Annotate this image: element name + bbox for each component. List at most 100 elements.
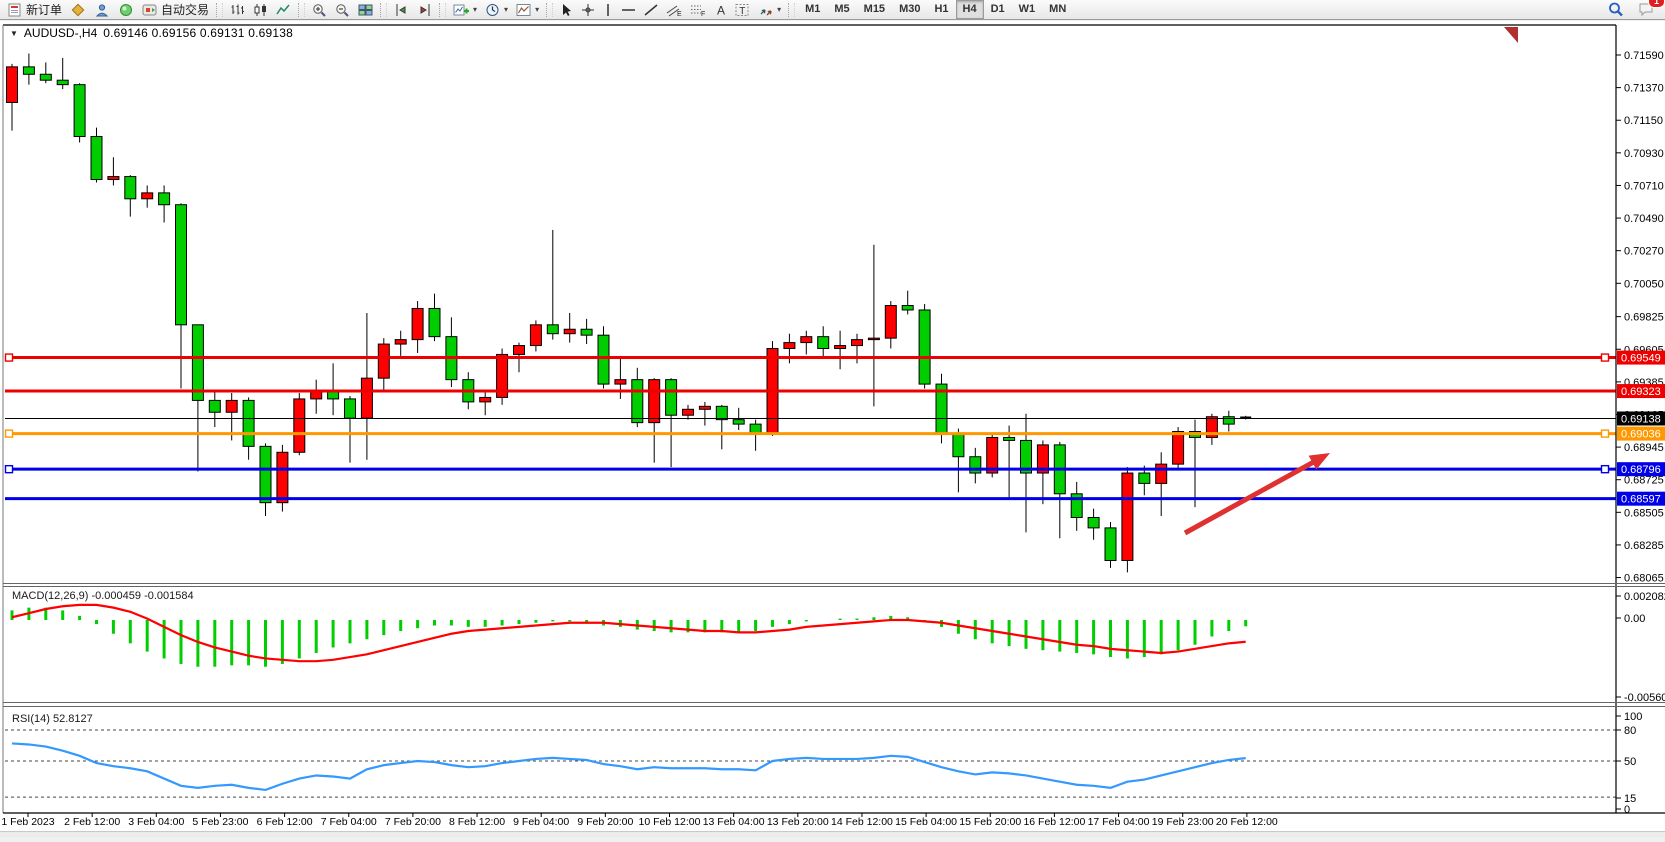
svg-text:0.68597: 0.68597 [1621, 494, 1661, 506]
time-axis[interactable]: 1 Feb 2023 2 Feb 12:00 3 Feb 04:00 5 Feb 23… [1, 813, 1278, 828]
tiles-icon [358, 4, 373, 15]
deposit-icon-button[interactable] [66, 0, 90, 20]
svg-text:0.68945: 0.68945 [1624, 442, 1664, 454]
line-handle[interactable] [1600, 353, 1610, 362]
autotrade-icon [142, 4, 157, 15]
timeframe-button-h4[interactable]: H4 [955, 0, 984, 19]
period-selector-button[interactable]: ▾ [481, 0, 512, 20]
candle-bearish [901, 305, 914, 311]
template-button[interactable]: ▾ [512, 0, 543, 20]
toolbar-buttons: 新订单 自动交易 ▾ ▾ ▾ E F A T ▾ M1 M5 M15 M30 H1 H4 D1 W1 MN [4, 0, 1073, 20]
svg-text:E: E [677, 11, 682, 17]
horizontal-line-button[interactable] [617, 0, 640, 20]
candle-bullish [1172, 431, 1185, 465]
symbol-dropdown-icon[interactable]: ▼ [10, 28, 18, 38]
chart-shift-marker[interactable] [1504, 27, 1518, 43]
community-icon-button[interactable] [90, 0, 114, 20]
fibonacci-button[interactable]: F [686, 0, 710, 20]
vertical-line-button[interactable] [599, 0, 617, 20]
svg-text:2 Feb 12:00: 2 Feb 12:00 [64, 816, 120, 828]
line-handle[interactable] [1600, 429, 1610, 438]
timeframe-button-m1[interactable]: M1 [805, 3, 821, 15]
line-handle[interactable] [4, 353, 14, 362]
line-handle[interactable] [4, 464, 14, 474]
shapes-icon [760, 8, 772, 15]
candle-bearish [242, 399, 255, 447]
svg-text:F: F [701, 11, 705, 17]
timeframe-button-w1[interactable]: W1 [1018, 3, 1036, 15]
timeframe-button-h1[interactable]: H1 [934, 3, 949, 15]
timeframe-button-d1[interactable]: D1 [990, 3, 1005, 15]
toolbar-separator [439, 2, 447, 17]
candle-bullish [800, 336, 813, 344]
svg-text:0.69549: 0.69549 [1621, 353, 1661, 365]
svg-text:A: A [717, 3, 725, 17]
svg-text:0.69323: 0.69323 [1621, 386, 1661, 398]
text-label-button[interactable]: T [731, 0, 754, 20]
timeframe-button-mn[interactable]: MN [1049, 3, 1067, 15]
macd-signal-line [11, 603, 1246, 663]
timeframe-button-m15[interactable]: M15 [863, 3, 886, 15]
candle-bullish [986, 436, 999, 474]
new-order-button-label: 新订单 [26, 3, 63, 17]
svg-text:6 Feb 12:00: 6 Feb 12:00 [257, 816, 313, 828]
candle-bearish [158, 192, 171, 206]
cursor-button[interactable] [556, 0, 577, 20]
candle-bullish [682, 408, 694, 416]
svg-text:0.68285: 0.68285 [1624, 540, 1664, 552]
svg-text:0.69036: 0.69036 [1621, 429, 1661, 441]
crosshair-button[interactable] [577, 0, 599, 20]
orb-icon [120, 3, 133, 16]
chat-button[interactable]: 1 [1634, 0, 1665, 20]
linechart-icon [276, 4, 290, 14]
candle-bearish [22, 66, 35, 75]
candle-bullish [496, 353, 509, 398]
trendline-button[interactable] [640, 0, 662, 20]
equidistant-channel-button[interactable]: E [662, 0, 686, 20]
zoom-in-button[interactable] [308, 0, 331, 20]
candle-bearish [1138, 472, 1151, 484]
candle-bearish [597, 334, 610, 385]
news-icon-button[interactable] [114, 0, 138, 20]
candle-bullish [411, 307, 424, 341]
bar-chart-button[interactable] [226, 0, 249, 20]
tile-windows-button[interactable] [354, 0, 377, 20]
macd-indicator [10, 603, 1248, 667]
candle-bullish [394, 339, 407, 345]
timeframe-button-m5[interactable]: M5 [834, 3, 850, 15]
chart-canvas[interactable]: 0.71590 0.71370 0.71150 0.70930 0.70710 0.704… [0, 21, 1665, 837]
dropdown-caret-icon[interactable]: ▾ [535, 5, 540, 14]
candlestick-chart-button[interactable] [249, 0, 272, 20]
svg-text:19 Feb 23:00: 19 Feb 23:00 [1152, 816, 1214, 828]
candle-bearish [191, 324, 204, 401]
dropdown-caret-icon[interactable]: ▾ [777, 5, 782, 14]
line-handle[interactable] [1600, 464, 1610, 474]
line-chart-button[interactable] [272, 0, 295, 20]
new-order-button[interactable]: 新订单 [4, 0, 66, 20]
autotrading-button[interactable]: 自动交易 [138, 0, 213, 20]
candle-bullish [851, 339, 863, 347]
trend-arrow-line[interactable] [1183, 455, 1323, 536]
dropdown-caret-icon[interactable]: ▾ [504, 5, 509, 14]
candle-bullish [6, 66, 18, 103]
zoom-out-button[interactable] [331, 0, 354, 20]
auto-scroll-button[interactable] [413, 0, 436, 20]
timeframe-button-m30[interactable]: M30 [899, 3, 921, 15]
chart-shift-button[interactable] [390, 0, 413, 20]
arrows-button[interactable]: ▾ [754, 0, 785, 20]
candle-bullish [141, 192, 154, 200]
channelE-icon: E [666, 5, 682, 17]
search-button[interactable] [1604, 0, 1628, 20]
svg-text:0.69138: 0.69138 [1621, 413, 1661, 425]
hline-icon [622, 8, 636, 11]
toolbar-separator [546, 2, 554, 17]
person-icon [95, 3, 109, 16]
macd-label: MACD(12,26,9) -0.000459 -0.001584 [12, 590, 194, 602]
new-chart-button[interactable]: ▾ [449, 0, 481, 20]
text-button[interactable]: A [710, 0, 731, 20]
candle-bullish [1121, 472, 1134, 561]
line-handle[interactable] [4, 429, 14, 438]
price-axis[interactable]: 0.71590 0.71370 0.71150 0.70930 0.70710 0.704… [1616, 50, 1665, 816]
svg-text:8 Feb 12:00: 8 Feb 12:00 [449, 816, 505, 828]
dropdown-caret-icon[interactable]: ▾ [473, 5, 478, 14]
